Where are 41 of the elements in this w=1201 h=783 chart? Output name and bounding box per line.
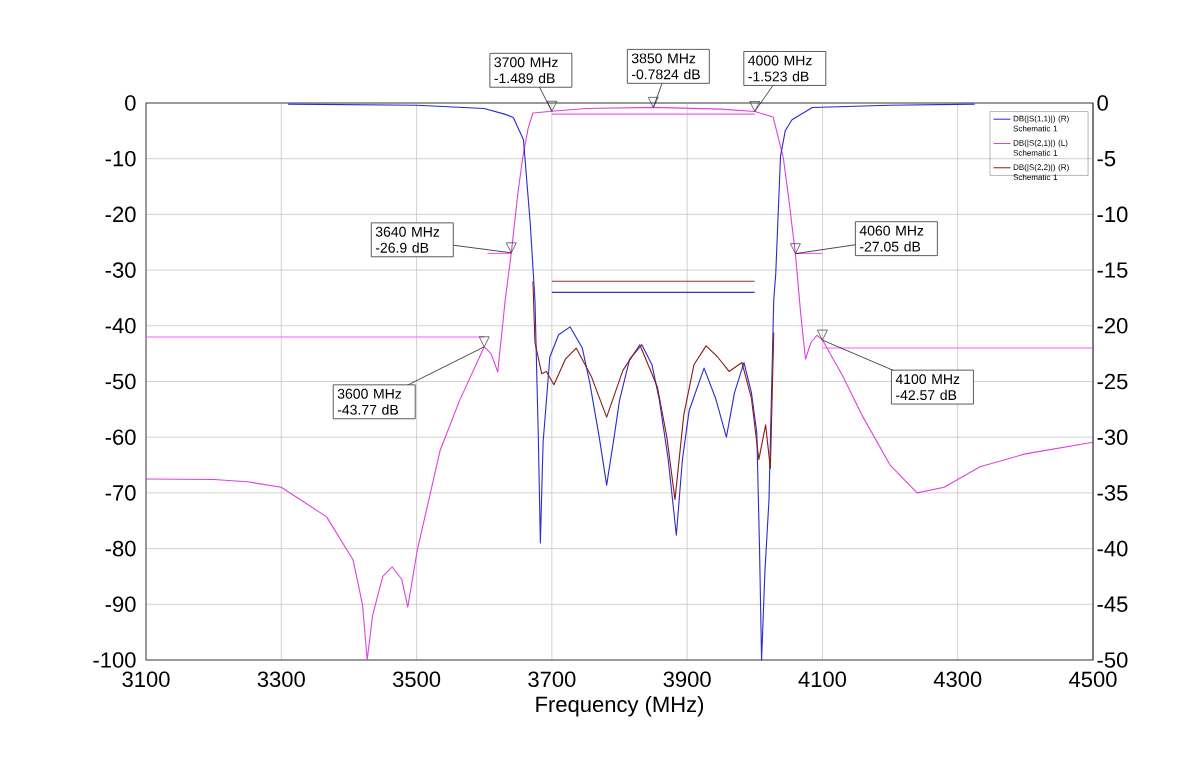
legend-label: DB(|S(1,1)|) (R) Schematic 1 (1013, 115, 1069, 132)
y2-tick-label: -45 (1097, 596, 1128, 612)
y-tick-label: -80 (105, 540, 136, 557)
y-tick-label: -100 (93, 652, 136, 668)
y-tick-label: -50 (105, 373, 136, 390)
y2-tick-label: 0 (1097, 95, 1108, 111)
annotation: 4000 MHz -1.523 dB (748, 55, 812, 82)
x-tick-label: 3900 (663, 671, 711, 688)
x-axis-title: Frequency (MHz) (536, 695, 704, 717)
annotation: 4060 MHz -27.05 dB (859, 225, 924, 252)
y2-tick-label: -30 (1097, 429, 1128, 445)
annotation: 4100 MHz -42.57 dB (895, 374, 960, 401)
x-tick-label: 3100 (122, 671, 170, 688)
annotation: 3600 MHz -43.77 dB (337, 388, 402, 415)
x-tick-label: 4300 (933, 671, 982, 688)
legend-label: DB(|S(2,2)|) (R) Schematic 1 (1013, 164, 1069, 181)
y2-tick-label: -20 (1097, 317, 1128, 334)
y2-tick-label: -5 (1097, 151, 1116, 167)
y2-tick-label: -15 (1097, 262, 1128, 278)
x-tick-label: 3700 (528, 671, 576, 688)
y-tick-label: -10 (105, 150, 136, 167)
y-tick-label: -60 (105, 429, 136, 445)
y2-tick-label: -35 (1097, 485, 1128, 501)
annotation: 3700 MHz -1.489 dB (494, 57, 558, 84)
y-tick-label: -70 (105, 485, 136, 501)
y2-tick-label: -40 (1097, 540, 1128, 557)
y-tick-label: -30 (105, 262, 136, 278)
x-tick-label: 4500 (1069, 671, 1117, 688)
legend-label: DB(|S(2,1)|) (L) Schematic 1 (1013, 139, 1068, 156)
x-tick-label: 3500 (392, 671, 441, 688)
annotation: 3640 MHz -26.9 dB (375, 226, 440, 253)
y2-tick-label: -50 (1097, 652, 1128, 668)
y-tick-label: -20 (105, 206, 136, 223)
y-tick-label: -90 (105, 596, 136, 613)
y-tick-label: -40 (105, 317, 136, 334)
x-tick-label: 3300 (257, 671, 305, 688)
y-tick-label: 0 (125, 95, 136, 111)
y2-tick-label: -10 (1097, 206, 1128, 223)
x-tick-label: 4100 (798, 671, 847, 688)
y2-tick-label: -25 (1097, 373, 1128, 390)
annotation: 3850 MHz -0.7824 dB (631, 53, 700, 80)
